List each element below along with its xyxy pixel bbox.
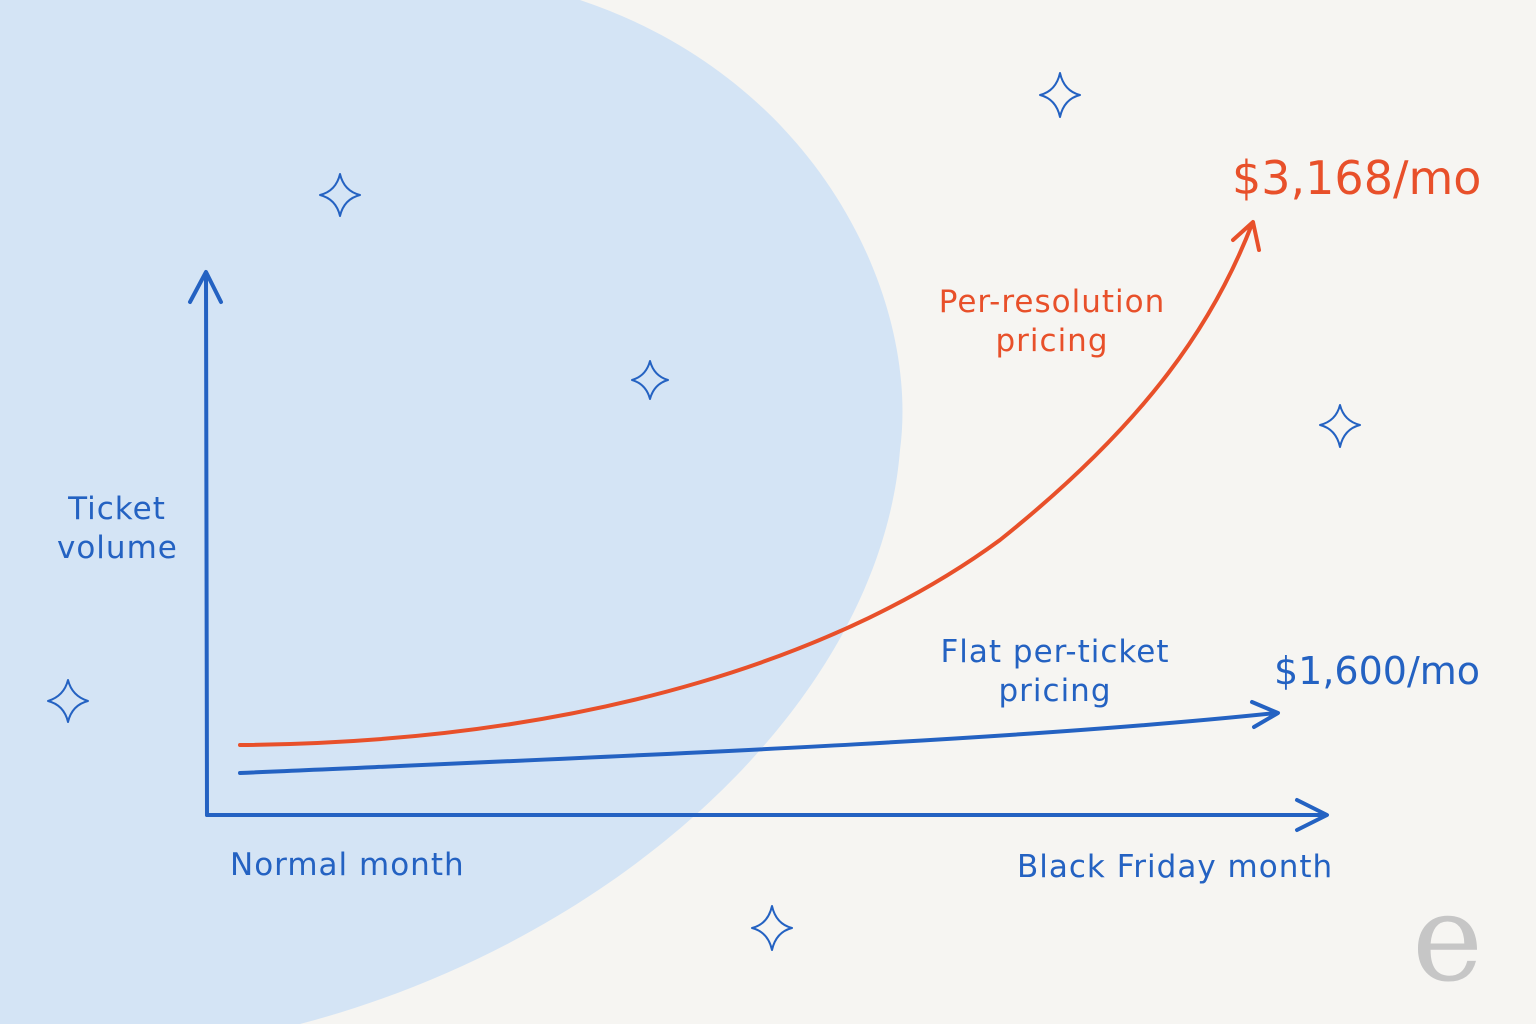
sparkle [751, 905, 793, 951]
curve-label: Flat per-ticket pricing [940, 634, 1170, 709]
sparkle [631, 360, 669, 400]
sparkles [47, 72, 1361, 951]
sparkle [1319, 404, 1361, 448]
x-axis-start-label: Normal month [230, 847, 465, 883]
sparkle [47, 679, 89, 723]
x-axis [205, 798, 1329, 832]
curve-end-label: $3,168/mo [1232, 151, 1482, 205]
x-axis-end-label: Black Friday month [1017, 849, 1334, 885]
sparkle [1039, 72, 1081, 118]
curve-end-label: $1,600/mo [1274, 649, 1481, 693]
y-axis-label: Ticket volume [57, 491, 178, 566]
curve-label: Per-resolution pricing [938, 284, 1166, 359]
per-resolution-curve [238, 220, 1261, 747]
y-axis [188, 270, 223, 817]
background-blob [0, 0, 903, 1024]
sparkle [319, 173, 361, 217]
flat-pricing-curve [238, 700, 1280, 775]
logo: e [1412, 870, 1485, 1009]
